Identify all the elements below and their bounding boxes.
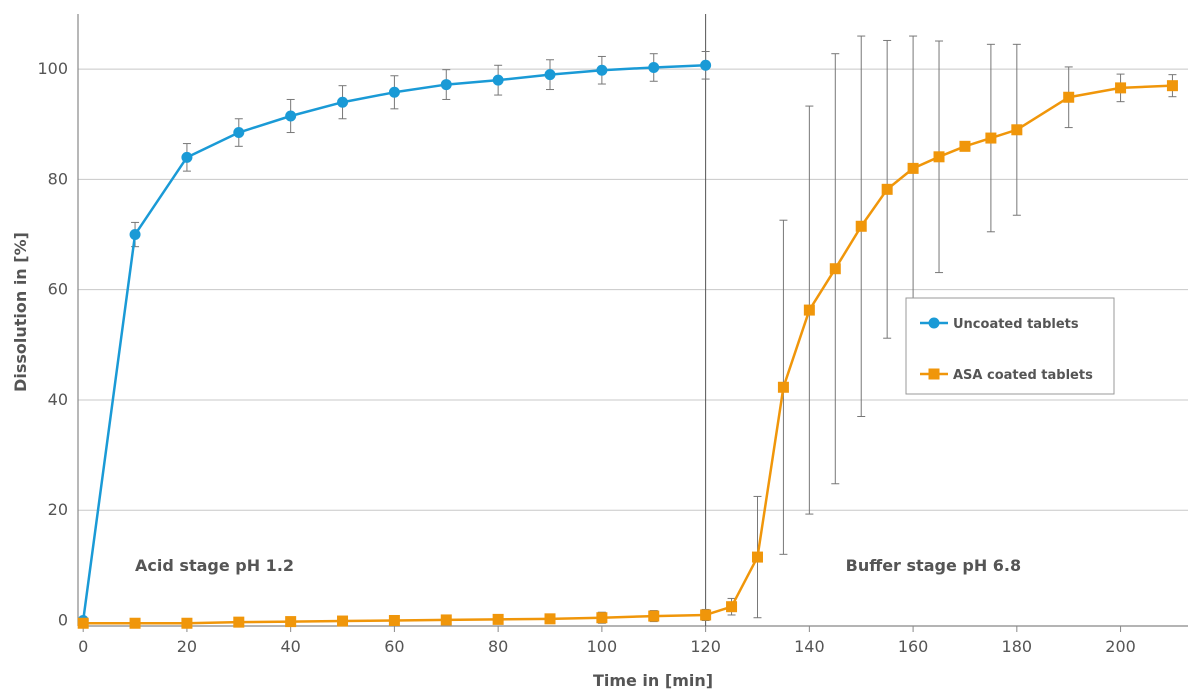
data-point <box>596 64 608 76</box>
data-point <box>492 613 504 625</box>
data-point <box>440 614 452 626</box>
data-point <box>700 609 712 621</box>
legend-label: Uncoated tablets <box>953 317 1079 332</box>
y-tick-label: 20 <box>48 500 68 519</box>
legend-box <box>905 297 1115 395</box>
data-point <box>726 601 738 613</box>
x-tick-label: 100 <box>587 637 618 656</box>
x-tick-label: 60 <box>384 637 404 656</box>
data-point <box>1166 80 1178 92</box>
data-point <box>648 61 660 73</box>
x-tick-label: 140 <box>794 637 825 656</box>
tick-labels: 0 20 40 60 80 100 0 20 40 60 80 100 120 140 160 180 200 <box>37 59 1135 656</box>
data-point <box>855 220 867 232</box>
stage-label: Acid stage pH 1.2 <box>135 556 294 575</box>
data-point <box>233 127 245 139</box>
data-point <box>803 304 815 316</box>
data-point <box>337 615 349 627</box>
y-tick-label: 100 <box>37 59 68 78</box>
data-point <box>388 86 400 98</box>
data-point <box>596 612 608 624</box>
data-point <box>285 110 297 122</box>
legend-item: ASA coated tablets <box>920 368 1093 383</box>
x-tick-label: 40 <box>280 637 300 656</box>
data-point <box>285 616 297 628</box>
series-line <box>83 84 1173 625</box>
legend: Uncoated tablets ASA coated tablets <box>905 297 1115 395</box>
data-point <box>881 183 893 195</box>
series-line <box>81 64 706 621</box>
y-tick-label: 40 <box>48 390 68 409</box>
data-point <box>129 229 141 241</box>
stage-label: Buffer stage pH 6.8 <box>846 556 1021 575</box>
y-tick-label: 80 <box>48 169 68 188</box>
legend-marker <box>928 317 940 329</box>
x-tick-label: 180 <box>1002 637 1033 656</box>
data-point <box>388 614 400 626</box>
y-tick-label: 0 <box>58 610 68 629</box>
data-point <box>181 151 193 163</box>
x-tick-label: 120 <box>690 637 721 656</box>
data-point <box>544 69 556 81</box>
data-point <box>700 59 712 71</box>
data-point <box>181 617 193 629</box>
data-point <box>751 551 763 563</box>
data-point <box>959 140 971 152</box>
y-tick-label: 60 <box>48 280 68 299</box>
data-point <box>1011 124 1023 136</box>
data-point <box>933 151 945 163</box>
data-point <box>777 381 789 393</box>
x-tick-label: 200 <box>1105 637 1136 656</box>
data-point <box>492 74 504 86</box>
data-point <box>1115 82 1127 94</box>
x-tick-label: 160 <box>898 637 929 656</box>
legend-label: ASA coated tablets <box>953 368 1093 383</box>
x-tick-label: 0 <box>78 637 88 656</box>
y-axis-title: Dissolution in [%] <box>11 232 30 392</box>
data-point <box>129 617 141 629</box>
data-point <box>648 610 660 622</box>
data-point <box>985 132 997 144</box>
stage-annotations: Acid stage pH 1.2 Buffer stage pH 6.8 <box>135 556 1021 575</box>
data-point <box>544 613 556 625</box>
data-point <box>337 96 349 108</box>
x-tick-label: 80 <box>488 637 508 656</box>
x-tick-label: 20 <box>177 637 197 656</box>
data-point <box>440 79 452 91</box>
series-markers <box>77 59 1178 629</box>
data-point <box>77 617 89 629</box>
gridlines <box>78 68 1188 511</box>
data-point <box>233 616 245 628</box>
data-point <box>907 162 919 174</box>
data-point <box>829 263 841 275</box>
data-point <box>1063 91 1075 103</box>
legend-marker <box>928 368 940 380</box>
x-axis-title: Time in [min] <box>593 671 713 690</box>
legend-item: Uncoated tablets <box>920 317 1079 332</box>
